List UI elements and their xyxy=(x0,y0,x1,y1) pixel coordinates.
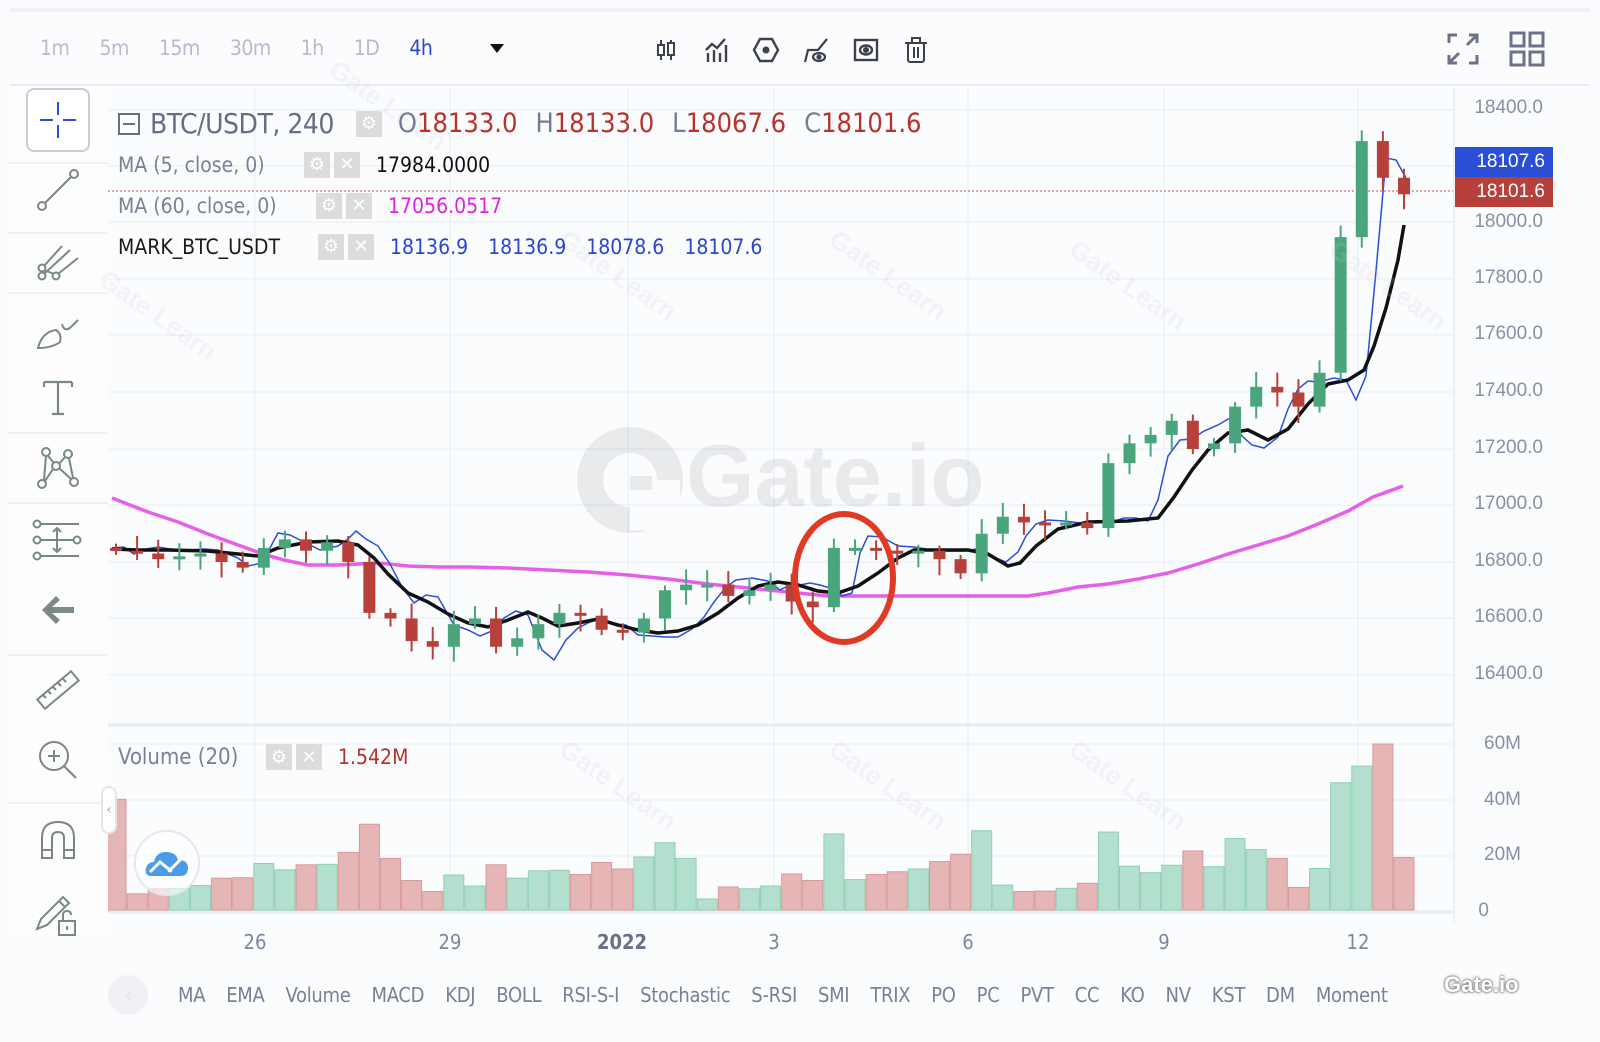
indicator-nv[interactable]: NV xyxy=(1165,983,1191,1007)
trend-line-icon[interactable] xyxy=(26,158,90,222)
top-toolbar: 1m 5m 15m 30m 1h 1D 4h xyxy=(10,8,1590,86)
lock-drawings-icon[interactable] xyxy=(26,882,90,946)
ma5-legend-row: MA (5, close, 0) ⚙ ✕ 17984.0000 xyxy=(118,151,491,178)
indicator-moment[interactable]: Moment xyxy=(1315,983,1388,1007)
high-value: 18133.0 xyxy=(553,108,655,139)
indicator-s-rsi[interactable]: S-RSI xyxy=(751,983,797,1007)
interval-4h[interactable]: 4h xyxy=(409,36,433,60)
volume-bars xyxy=(108,743,1415,911)
indicator-stochastic[interactable]: Stochastic xyxy=(640,983,731,1007)
interval-30m[interactable]: 30m xyxy=(229,36,271,60)
delete-icon[interactable] xyxy=(900,34,932,66)
ma60-legend-row: MA (60, close, 0) ⚙ ✕ 17056.0517 xyxy=(118,192,503,219)
volume-settings-icon[interactable]: ⚙ xyxy=(266,744,292,770)
hide-drawings-icon[interactable] xyxy=(800,34,832,66)
interval-1d[interactable]: 1D xyxy=(353,36,380,60)
indicator-boll[interactable]: BOLL xyxy=(496,983,542,1007)
indicators-icon[interactable] xyxy=(700,34,732,66)
back-arrow-icon[interactable] xyxy=(26,578,90,642)
interval-1m[interactable]: 1m xyxy=(40,36,70,60)
chart-legend: BTC/USDT, 240 ⚙ O 18133.0 H 18133.0 L 18067… xyxy=(118,103,922,267)
volume-remove-icon[interactable]: ✕ xyxy=(296,744,322,770)
interval-dropdown-icon[interactable] xyxy=(490,43,505,53)
brand-logo: Gate.io xyxy=(1444,972,1519,997)
volume-legend: Volume (20) ⚙ ✕ 1.542M xyxy=(118,744,409,770)
ma60-settings-icon[interactable]: ⚙ xyxy=(316,192,342,219)
symbol-title: BTC/USDT, 240 xyxy=(150,107,334,140)
collapse-legend-icon[interactable] xyxy=(118,112,140,135)
candlestick-type-icon[interactable] xyxy=(650,34,682,66)
cloud-chart-button[interactable] xyxy=(134,830,200,896)
indicator-cc[interactable]: CC xyxy=(1074,983,1100,1007)
layout-grid-icon[interactable] xyxy=(1508,30,1546,68)
magnet-icon[interactable] xyxy=(26,808,90,872)
indicator-kdj[interactable]: KDJ xyxy=(445,983,476,1007)
symbol-settings-icon[interactable]: ⚙ xyxy=(355,110,382,137)
indicator-pvt[interactable]: PVT xyxy=(1020,983,1054,1007)
ma5-settings-icon[interactable]: ⚙ xyxy=(304,151,330,178)
fullscreen-icon[interactable] xyxy=(1444,30,1482,68)
indicator-dm[interactable]: DM xyxy=(1266,983,1295,1007)
ma5-remove-icon[interactable]: ✕ xyxy=(334,151,360,178)
mark-legend-row: MARK_BTC_USDT ⚙ ✕ 18136.9 18136.9 18078.… xyxy=(118,233,763,260)
indicator-macd[interactable]: MACD xyxy=(371,983,425,1007)
indicator-trix[interactable]: TRIX xyxy=(870,983,911,1007)
indicator-rsi-s-i[interactable]: RSI-S-I xyxy=(562,983,620,1007)
settings-hexagon-icon[interactable] xyxy=(750,34,782,66)
interval-5m[interactable]: 5m xyxy=(99,36,129,60)
svg-text:Gate.io: Gate.io xyxy=(686,426,984,525)
measure-range-icon[interactable] xyxy=(26,508,90,572)
low-value: 18067.6 xyxy=(685,108,787,139)
mark-price-tag: 18107.6 xyxy=(1455,147,1553,177)
indicator-ema[interactable]: EMA xyxy=(226,983,265,1007)
annotation-circle xyxy=(792,511,896,645)
pitchfork-icon[interactable] xyxy=(26,226,90,290)
indicator-volume[interactable]: Volume xyxy=(285,983,351,1007)
ma60-remove-icon[interactable]: ✕ xyxy=(346,192,372,219)
crosshair-icon[interactable] xyxy=(26,88,90,152)
open-value: 18133.0 xyxy=(417,108,518,139)
interval-1h[interactable]: 1h xyxy=(300,36,325,60)
symbol-legend-row: BTC/USDT, 240 ⚙ O 18133.0 H 18133.0 L 18067… xyxy=(118,103,922,144)
candlesticks xyxy=(110,130,1410,662)
visibility-icon[interactable] xyxy=(850,34,882,66)
price-chart[interactable]: Gate.io xyxy=(108,88,1453,922)
brush-icon[interactable] xyxy=(26,296,90,360)
drawing-toolbar xyxy=(8,86,108,938)
pattern-icon[interactable] xyxy=(26,436,90,500)
indicator-smi[interactable]: SMI xyxy=(817,983,850,1007)
ruler-icon[interactable] xyxy=(26,658,90,722)
indicator-kst[interactable]: KST xyxy=(1211,983,1246,1007)
indicator-po[interactable]: PO xyxy=(931,983,956,1007)
indicator-ko[interactable]: KO xyxy=(1120,983,1145,1007)
mark-remove-icon[interactable]: ✕ xyxy=(348,233,374,260)
indicator-quick-bar: ‹ MA EMA Volume MACD KDJ BOLL RSI-S-I St… xyxy=(108,970,1578,1020)
last-price-tag: 18101.6 xyxy=(1455,177,1553,207)
interval-selector: 1m 5m 15m 30m 1h 1D 4h xyxy=(40,36,505,60)
close-value: 18101.6 xyxy=(821,108,922,139)
zoom-in-icon[interactable] xyxy=(26,728,90,792)
indicator-scroll-left-button[interactable]: ‹ xyxy=(108,975,148,1015)
price-axis[interactable]: 18400.0 18000.0 17800.0 17600.0 17400.0 … xyxy=(1453,88,1563,922)
gate-watermark: Gate.io xyxy=(577,426,984,533)
indicator-pc[interactable]: PC xyxy=(976,983,1000,1007)
toggle-sidebar-button[interactable]: ‹ xyxy=(101,786,117,834)
indicator-ma[interactable]: MA xyxy=(178,983,206,1007)
text-icon[interactable] xyxy=(26,366,90,430)
time-axis[interactable]: 26 29 2022 3 6 9 12 xyxy=(243,930,1370,954)
mark-settings-icon[interactable]: ⚙ xyxy=(318,233,344,260)
interval-15m[interactable]: 15m xyxy=(158,36,200,60)
